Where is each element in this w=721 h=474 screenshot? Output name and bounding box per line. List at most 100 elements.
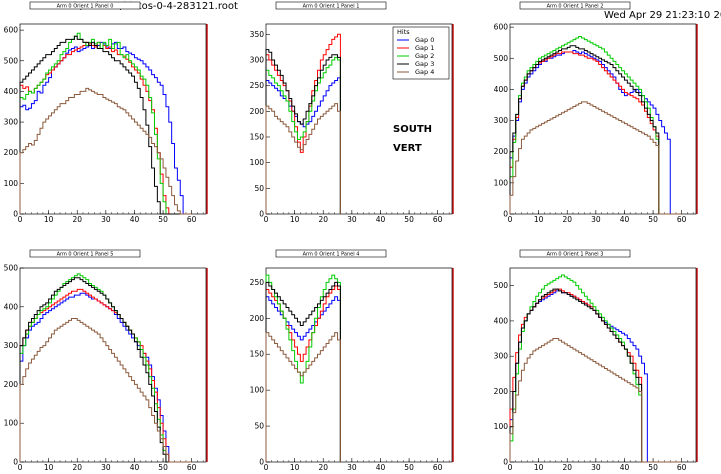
x-tick-label: 60 bbox=[677, 463, 687, 472]
y-tick-label: 50 bbox=[254, 422, 264, 431]
series-gap-4 bbox=[265, 103, 341, 214]
series-gap-4 bbox=[509, 338, 682, 463]
series-gap-2 bbox=[19, 273, 192, 463]
x-tick-label: 10 bbox=[290, 463, 300, 472]
y-tick-label: 0 bbox=[503, 458, 508, 467]
series-gap-3 bbox=[265, 49, 341, 214]
x-tick-label: 20 bbox=[562, 463, 572, 472]
series-gap-3 bbox=[19, 277, 192, 463]
panel-title: Arm 0 Orient 1 Panel 3 bbox=[547, 252, 604, 258]
panel-title: Arm 0 Orient 1 Panel 1 bbox=[303, 4, 360, 10]
x-tick-label: 40 bbox=[376, 215, 386, 224]
y-tick-label: 500 bbox=[494, 54, 509, 63]
x-tick-label: 40 bbox=[130, 215, 140, 224]
panel-title-box bbox=[519, 1, 631, 10]
y-tick-label: 100 bbox=[494, 178, 509, 187]
y-tick-label: 300 bbox=[4, 341, 19, 350]
series-gap-3 bbox=[265, 281, 341, 462]
y-tick-label: 100 bbox=[250, 386, 265, 395]
panel-title-box bbox=[275, 249, 387, 258]
plot-area bbox=[19, 267, 207, 463]
panel-5: Arm 0 Orient 1 Panel 4 0 50 100 150 200 250 0 10… bbox=[250, 249, 454, 472]
x-tick-label: 30 bbox=[101, 463, 111, 472]
y-tick-label: 0 bbox=[13, 210, 18, 219]
y-tick-label: 100 bbox=[494, 422, 509, 431]
series-gap-4 bbox=[509, 101, 682, 215]
x-tick-label: 10 bbox=[44, 215, 54, 224]
legend-entry: Gap 4 bbox=[415, 68, 434, 76]
y-tick-label: 150 bbox=[250, 132, 265, 141]
x-tick-label: 40 bbox=[376, 463, 386, 472]
x-tick-label: 30 bbox=[101, 215, 111, 224]
y-tick-label: 200 bbox=[4, 148, 19, 157]
y-tick-label: 200 bbox=[4, 380, 19, 389]
x-tick-label: 0 bbox=[18, 463, 23, 472]
y-tick-label: 500 bbox=[4, 56, 19, 65]
panel-2: Arm 0 Orient 1 Panel 1050100150200250300… bbox=[250, 1, 454, 224]
panel-title: Arm 0 Orient 1 Panel 0 bbox=[57, 4, 114, 10]
series-gap-0 bbox=[265, 296, 341, 462]
x-tick-label: 0 bbox=[508, 463, 513, 472]
series-gap-4 bbox=[265, 332, 341, 462]
x-tick-label: 30 bbox=[347, 463, 357, 472]
y-tick-label: 200 bbox=[494, 387, 509, 396]
panel-1: Arm 0 Orient 1 Panel 0 0 100 200 300 400 500 60… bbox=[4, 1, 208, 224]
panel-title-box bbox=[519, 249, 631, 258]
plot-area bbox=[509, 267, 697, 463]
x-tick-label: 0 bbox=[264, 463, 269, 472]
y-tick-label: 50 bbox=[254, 184, 264, 193]
y-tick-label: 250 bbox=[250, 278, 265, 287]
legend-entry: Gap 3 bbox=[415, 60, 434, 68]
x-tick-label: 0 bbox=[508, 215, 513, 224]
legend-entry: Gap 0 bbox=[415, 36, 434, 44]
series-gap-2 bbox=[509, 274, 682, 463]
x-tick-label: 50 bbox=[648, 215, 658, 224]
x-tick-label: 20 bbox=[318, 463, 328, 472]
annotation-south: SOUTH bbox=[393, 124, 432, 135]
x-tick-label: 40 bbox=[130, 463, 140, 472]
y-tick-label: 600 bbox=[494, 23, 509, 32]
y-tick-label: 0 bbox=[13, 458, 18, 467]
y-tick-label: 400 bbox=[494, 316, 509, 325]
panel-3: Arm 0 Orient 1 Panel 2010020030040050060… bbox=[494, 1, 698, 224]
x-tick-label: 50 bbox=[158, 463, 168, 472]
panel-title: Arm 0 Orient 1 Panel 4 bbox=[303, 252, 360, 258]
datetime-label: Wed Apr 29 21:23:10 2009 bbox=[604, 10, 721, 21]
series-gap-2 bbox=[509, 35, 682, 215]
x-tick-label: 50 bbox=[158, 215, 168, 224]
x-tick-label: 10 bbox=[290, 215, 300, 224]
legend-entry: Gap 1 bbox=[415, 44, 434, 52]
series-gap-2 bbox=[265, 274, 341, 462]
y-tick-label: 100 bbox=[250, 158, 265, 167]
series-gap-1 bbox=[509, 288, 682, 463]
series-gap-1 bbox=[19, 41, 192, 215]
legend-title: Hits bbox=[397, 28, 410, 36]
y-tick-label: 300 bbox=[4, 118, 19, 127]
x-tick-label: 60 bbox=[187, 215, 197, 224]
y-tick-label: 250 bbox=[250, 81, 265, 90]
y-tick-label: 400 bbox=[4, 302, 19, 311]
y-tick-label: 0 bbox=[503, 210, 508, 219]
plot-area bbox=[509, 23, 697, 215]
x-tick-label: 50 bbox=[404, 463, 414, 472]
x-tick-label: 50 bbox=[648, 463, 658, 472]
y-tick-label: 100 bbox=[4, 179, 19, 188]
y-tick-label: 300 bbox=[250, 55, 265, 64]
y-tick-label: 400 bbox=[4, 87, 19, 96]
y-tick-label: 200 bbox=[250, 314, 265, 323]
y-tick-label: 300 bbox=[494, 116, 509, 125]
y-tick-label: 600 bbox=[4, 26, 19, 35]
x-tick-label: 50 bbox=[404, 215, 414, 224]
x-tick-label: 60 bbox=[433, 215, 443, 224]
y-tick-label: 100 bbox=[4, 419, 19, 428]
y-tick-label: 350 bbox=[250, 30, 265, 39]
x-tick-label: 30 bbox=[591, 215, 601, 224]
y-tick-label: 0 bbox=[259, 210, 264, 219]
y-tick-label: 200 bbox=[494, 147, 509, 156]
panel-title-box bbox=[29, 249, 141, 258]
x-tick-label: 20 bbox=[72, 215, 82, 224]
x-tick-label: 60 bbox=[677, 215, 687, 224]
panel-4: Arm 0 Orient 1 Panel 5 0 100 200 300 400 500 0 1… bbox=[4, 249, 208, 472]
x-tick-label: 20 bbox=[318, 215, 328, 224]
